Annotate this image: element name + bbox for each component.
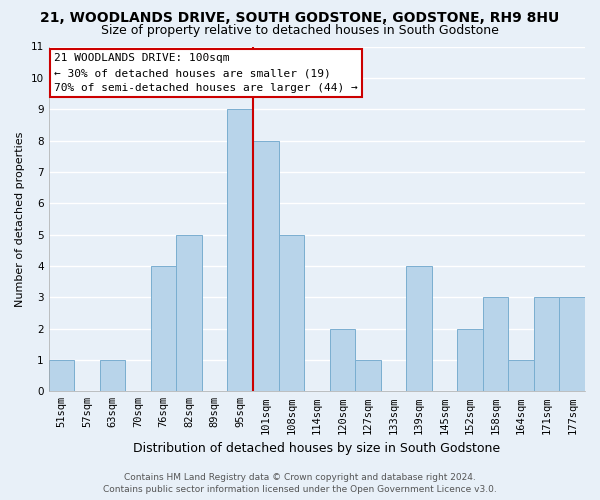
Bar xyxy=(253,140,278,392)
Bar xyxy=(227,109,253,392)
Bar xyxy=(49,360,74,392)
Text: 21, WOODLANDS DRIVE, SOUTH GODSTONE, GODSTONE, RH9 8HU: 21, WOODLANDS DRIVE, SOUTH GODSTONE, GOD… xyxy=(40,11,560,25)
Bar xyxy=(151,266,176,392)
X-axis label: Distribution of detached houses by size in South Godstone: Distribution of detached houses by size … xyxy=(133,442,500,455)
Text: Contains HM Land Registry data © Crown copyright and database right 2024.
Contai: Contains HM Land Registry data © Crown c… xyxy=(103,472,497,494)
Bar xyxy=(100,360,125,392)
Y-axis label: Number of detached properties: Number of detached properties xyxy=(15,131,25,306)
Text: 21 WOODLANDS DRIVE: 100sqm
← 30% of detached houses are smaller (19)
70% of semi: 21 WOODLANDS DRIVE: 100sqm ← 30% of deta… xyxy=(54,54,358,93)
Bar xyxy=(355,360,380,392)
Bar xyxy=(534,298,559,392)
Bar xyxy=(483,298,508,392)
Bar xyxy=(559,298,585,392)
Bar xyxy=(176,234,202,392)
Bar xyxy=(406,266,432,392)
Bar xyxy=(508,360,534,392)
Bar xyxy=(278,234,304,392)
Text: Size of property relative to detached houses in South Godstone: Size of property relative to detached ho… xyxy=(101,24,499,37)
Bar xyxy=(329,328,355,392)
Bar xyxy=(457,328,483,392)
